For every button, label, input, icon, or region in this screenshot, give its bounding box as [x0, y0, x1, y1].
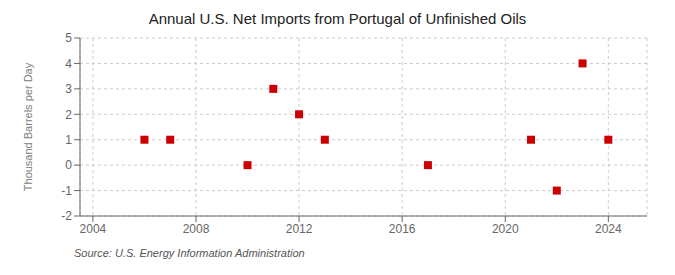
svg-text:2016: 2016 — [389, 222, 416, 236]
svg-text:3: 3 — [65, 82, 72, 96]
svg-text:-1: -1 — [61, 184, 72, 198]
svg-text:2008: 2008 — [183, 222, 210, 236]
svg-text:2024: 2024 — [595, 222, 622, 236]
svg-text:5: 5 — [65, 31, 72, 45]
svg-text:2: 2 — [65, 108, 72, 122]
svg-text:2012: 2012 — [286, 222, 313, 236]
svg-text:Thousand Barrels per Day: Thousand Barrels per Day — [22, 62, 34, 191]
svg-text:1: 1 — [65, 133, 72, 147]
svg-text:2004: 2004 — [80, 222, 107, 236]
svg-text:-2: -2 — [61, 209, 72, 223]
svg-text:0: 0 — [65, 158, 72, 172]
html-text:Annual U.S. Net Imports from P: Annual U.S. Net Imports from Portugal of… — [148, 10, 527, 27]
html-text:Source: U.S. Energy Informatio: Source: U.S. Energy Information Administ… — [74, 247, 305, 259]
svg-text:4: 4 — [65, 57, 72, 71]
svg-text:2020: 2020 — [492, 222, 519, 236]
